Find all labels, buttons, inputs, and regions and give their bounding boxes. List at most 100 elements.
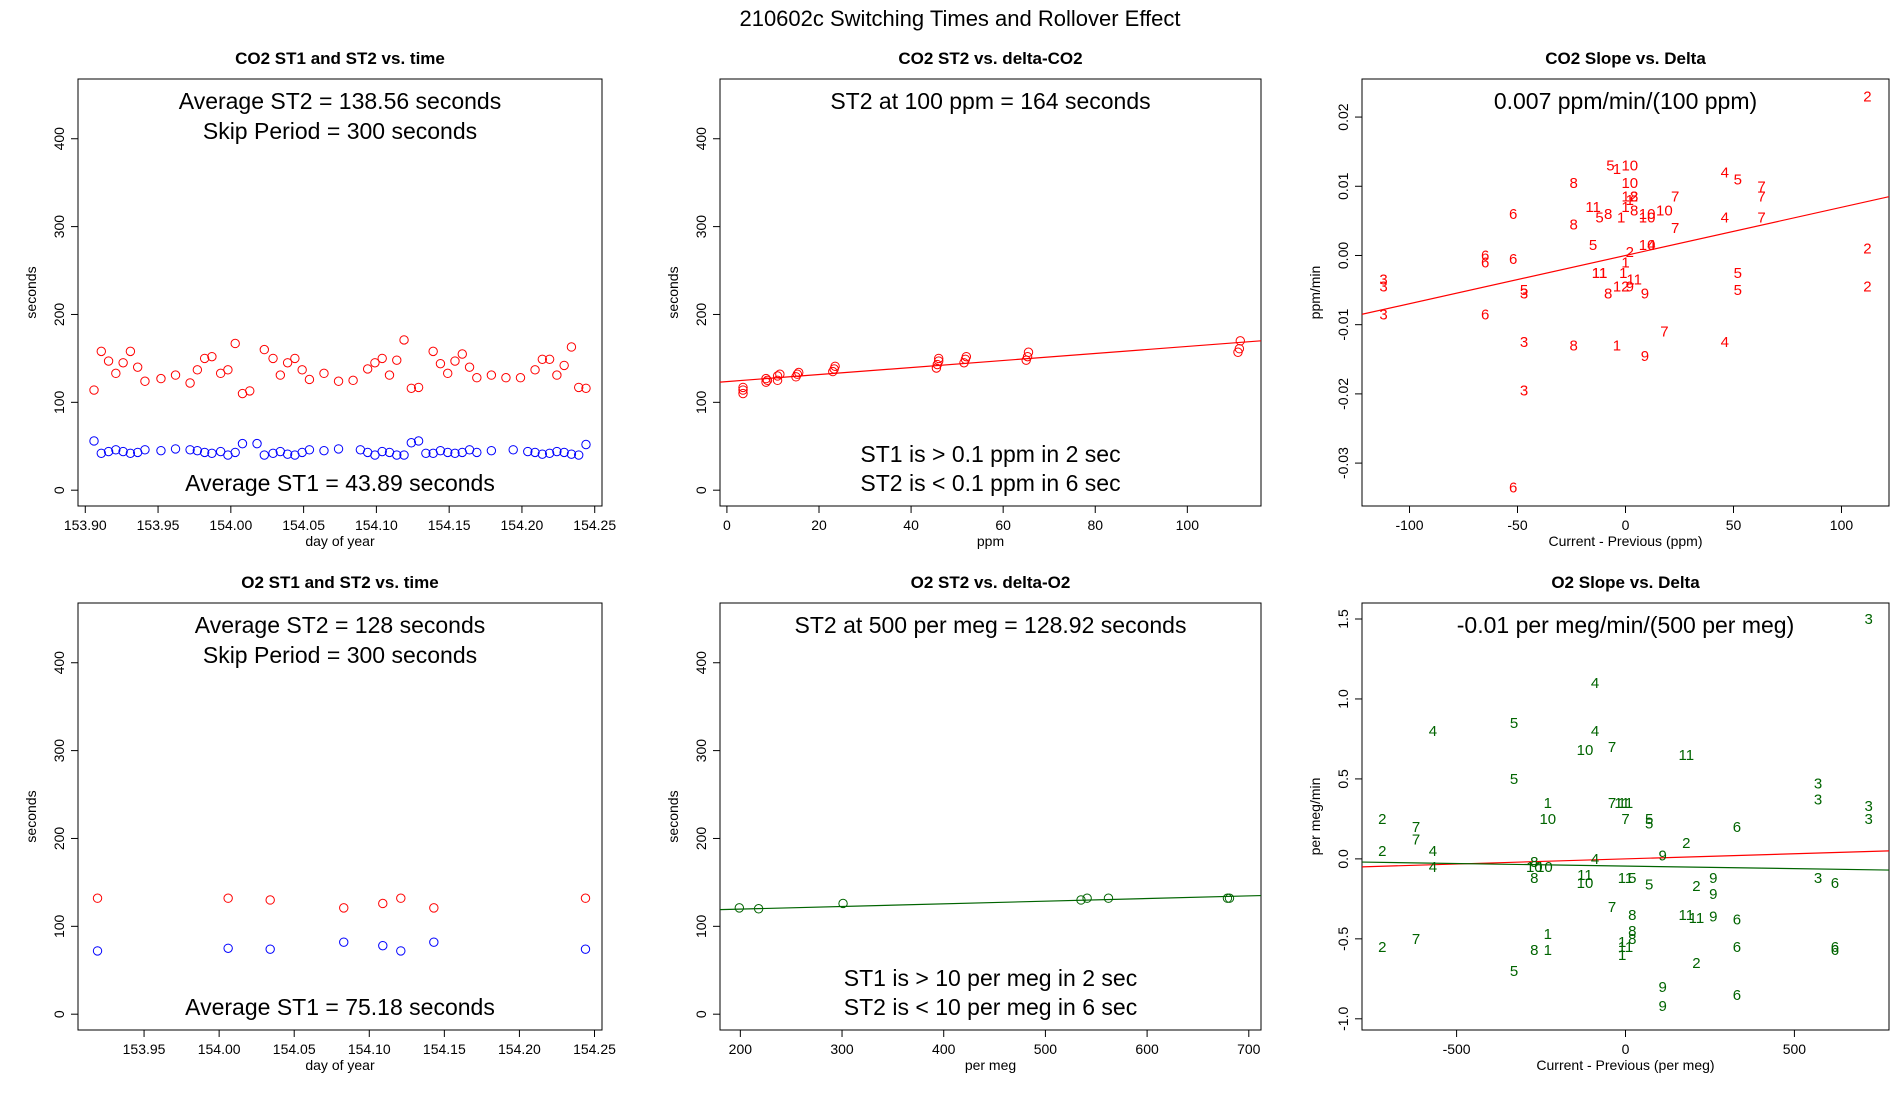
x-tick-label: 100 [1830, 517, 1854, 533]
y-tick-label: 400 [693, 127, 709, 151]
data-point-label: 9 [1709, 908, 1717, 925]
plot-data [92, 893, 591, 956]
data-point-label: 4 [1591, 675, 1599, 692]
x-tick-label: 40 [903, 517, 919, 533]
data-point-st1 [377, 446, 387, 457]
y-tick-label: 100 [693, 914, 709, 938]
data-point-label: 2 [1682, 835, 1690, 852]
data-point-st2 [282, 358, 293, 368]
x-tick-label: 154.05 [282, 517, 325, 533]
y-tick-label: 0.01 [1335, 172, 1351, 199]
data-point-label: 3 [1865, 798, 1873, 815]
data-point-label: 3 [1520, 286, 1528, 303]
chart-panel-p1: CO2 ST1 and ST2 vs. time 153.90 153.95 154.… [23, 49, 616, 549]
data-point-label: 4 [1647, 237, 1655, 254]
data-point-label: 9 [1641, 286, 1649, 303]
data-point-label: 3 [1379, 306, 1387, 323]
data-point-st2 [443, 368, 453, 379]
data-point-label: 6 [1831, 942, 1839, 959]
data-point-st2 [230, 338, 240, 349]
x-tick-label: 300 [830, 1041, 854, 1057]
data-point-st2 [1235, 336, 1245, 346]
data-point-label: 6 [1509, 206, 1517, 223]
data-point-label: 8 [1530, 942, 1538, 959]
data-point-label: 12 [1613, 279, 1630, 296]
data-point-label: 9 [1709, 870, 1717, 887]
annotation: Average ST2 = 138.56 seconds [179, 88, 501, 114]
data-point-st2 [537, 354, 548, 364]
chart-panel-p5: O2 ST2 vs. delta-O2 200 300 400 500 600 700 0 10… [665, 573, 1262, 1073]
x-tick-label: 153.95 [137, 517, 180, 533]
data-point-label: 5 [1645, 811, 1653, 828]
data-point-st2 [132, 362, 143, 372]
data-point-label: 7 [1757, 178, 1765, 195]
y-tick-label: 0 [693, 486, 709, 494]
data-point-st2 [1022, 351, 1033, 362]
annotation: 0.007 ppm/min/(100 ppm) [1494, 88, 1757, 114]
data-point-st1 [392, 450, 402, 460]
x-axis-label: ppm [977, 533, 1004, 549]
data-point-st1 [170, 444, 181, 454]
data-point-label: 10 [1639, 206, 1656, 223]
data-point-label: 7 [1757, 209, 1765, 226]
data-point-st1 [413, 436, 424, 446]
fit-line [720, 894, 1261, 911]
data-point-st1 [566, 449, 577, 459]
data-point-label: 1 [1621, 199, 1629, 216]
data-point-st2 [761, 377, 771, 387]
data-point-st2 [792, 369, 803, 379]
data-point-label: 8 [1630, 189, 1638, 206]
x-tick-label: 154.05 [273, 1041, 316, 1057]
x-axis-label: day of year [305, 1057, 375, 1073]
y-tick-label: 200 [51, 303, 67, 327]
data-point-st2 [304, 374, 315, 385]
data-point-label: 2 [1626, 244, 1634, 261]
data-point-label: 10 [1577, 742, 1594, 759]
data-point-label: 3 [1814, 792, 1822, 809]
plot-frame [77, 602, 603, 1031]
y-axis-label: seconds [665, 266, 681, 318]
x-tick-label: 154.10 [355, 517, 398, 533]
data-point-label: 4 [1591, 851, 1599, 868]
data-point-st1 [574, 450, 584, 460]
data-point-st1 [199, 447, 210, 458]
data-point-st2 [125, 346, 136, 357]
x-tick-label: 154.20 [501, 517, 544, 533]
y-tick-label: -0.03 [1335, 447, 1351, 479]
data-point-st1 [268, 448, 278, 458]
y-tick-label: 100 [51, 914, 67, 938]
y-axis-label: per meg/min [1307, 778, 1323, 856]
data-point-label: 2 [1378, 939, 1386, 956]
data-point-label: 4 [1429, 843, 1437, 860]
annotation: Skip Period = 300 seconds [203, 118, 477, 144]
data-point-st2 [580, 893, 591, 903]
data-point-label: 1 [1626, 192, 1634, 209]
data-point-st2 [265, 895, 275, 905]
data-point-st1 [333, 444, 344, 454]
y-tick-label: 0.5 [1335, 769, 1351, 789]
data-point-label: 6 [1733, 819, 1741, 836]
data-point-st1 [259, 450, 270, 460]
data-point-st2 [1222, 893, 1233, 903]
data-point-label: 1 [1613, 161, 1621, 178]
x-tick-label: 100 [1176, 517, 1200, 533]
data-point-st2 [111, 368, 121, 379]
data-point-st1 [282, 449, 293, 459]
data-point-st2 [574, 382, 584, 393]
annotation: ST1 is > 0.1 ppm in 2 sec [860, 441, 1120, 467]
y-tick-label: 0 [693, 1010, 709, 1018]
data-point-st1 [580, 944, 591, 954]
data-point-label: 3 [1865, 811, 1873, 828]
data-point-label: 5 [1734, 265, 1742, 282]
data-point-st2 [192, 365, 203, 375]
data-point-st2 [828, 366, 838, 377]
data-point-label: 6 [1481, 306, 1489, 323]
data-point-label: 5 [1589, 237, 1597, 254]
y-axis-label: ppm/min [1307, 266, 1323, 320]
data-point-st2 [761, 373, 771, 384]
data-point-st1 [429, 937, 439, 947]
plot-frame [77, 78, 603, 507]
y-tick-label: 400 [693, 651, 709, 675]
data-point-st2 [396, 893, 406, 903]
data-point-st2 [185, 378, 195, 388]
